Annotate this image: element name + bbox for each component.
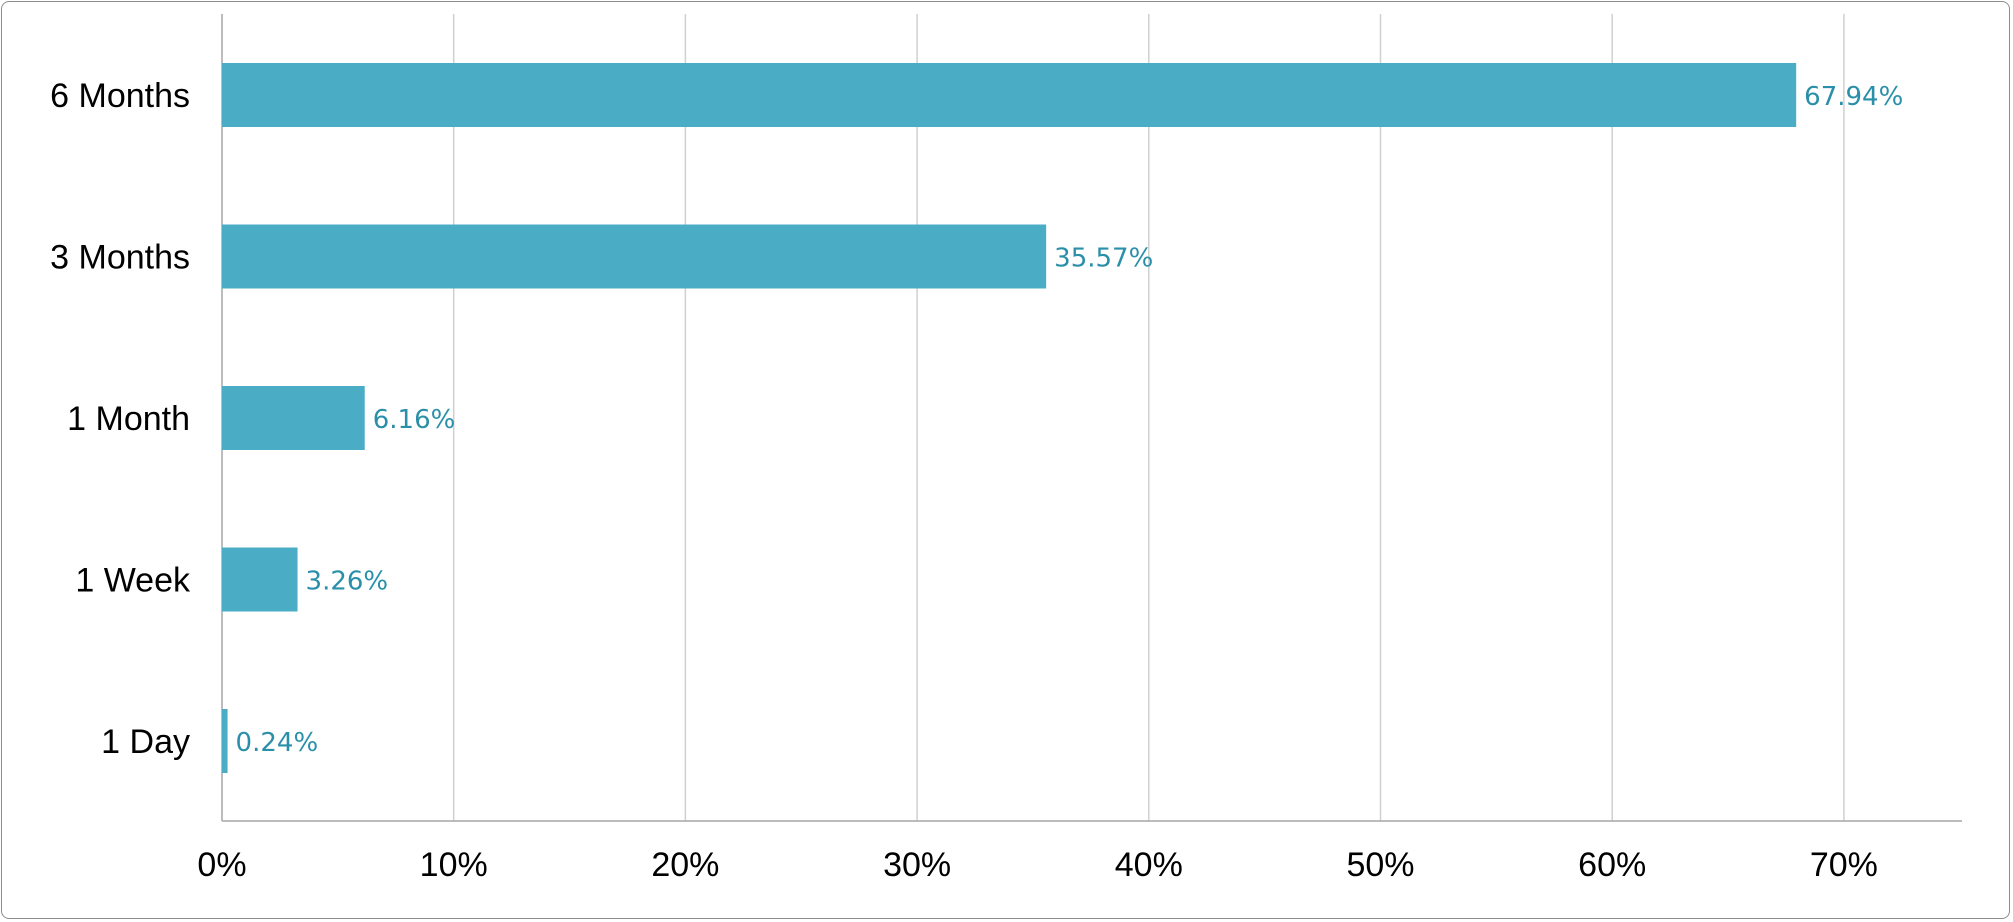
x-tick-label: 60%: [1578, 846, 1646, 884]
bar: [222, 63, 1797, 127]
x-tick-label: 0%: [197, 846, 246, 884]
category-label: 1 Day: [101, 723, 190, 761]
x-tick-label: 30%: [883, 846, 951, 884]
data-label: 3.26%: [306, 567, 389, 597]
data-label: 0.24%: [236, 728, 319, 758]
x-tick-label: 20%: [651, 846, 719, 884]
category-label: 1 Week: [75, 562, 191, 600]
bar: [222, 224, 1047, 289]
bar: [222, 709, 228, 773]
x-tick-label: 40%: [1115, 846, 1183, 884]
category-label: 3 Months: [50, 239, 190, 277]
axes: [221, 14, 1962, 822]
data-label: 6.16%: [373, 405, 456, 435]
bar: [222, 547, 298, 612]
data-label: 67.94%: [1804, 82, 1903, 112]
gridlines: [452, 14, 1845, 821]
category-label: 1 Month: [67, 400, 190, 438]
bar: [222, 386, 365, 450]
x-tick-label: 10%: [420, 846, 488, 884]
bars: [222, 63, 1797, 773]
category-label: 6 Months: [50, 77, 190, 115]
x-tick-label: 50%: [1346, 846, 1414, 884]
x-tick-label: 70%: [1810, 846, 1878, 884]
labels: 0% 10% 20% 30% 40% 50% 60% 70% 67.94% 6 Months 35.…: [50, 77, 1903, 884]
data-label: 35.57%: [1054, 244, 1153, 274]
